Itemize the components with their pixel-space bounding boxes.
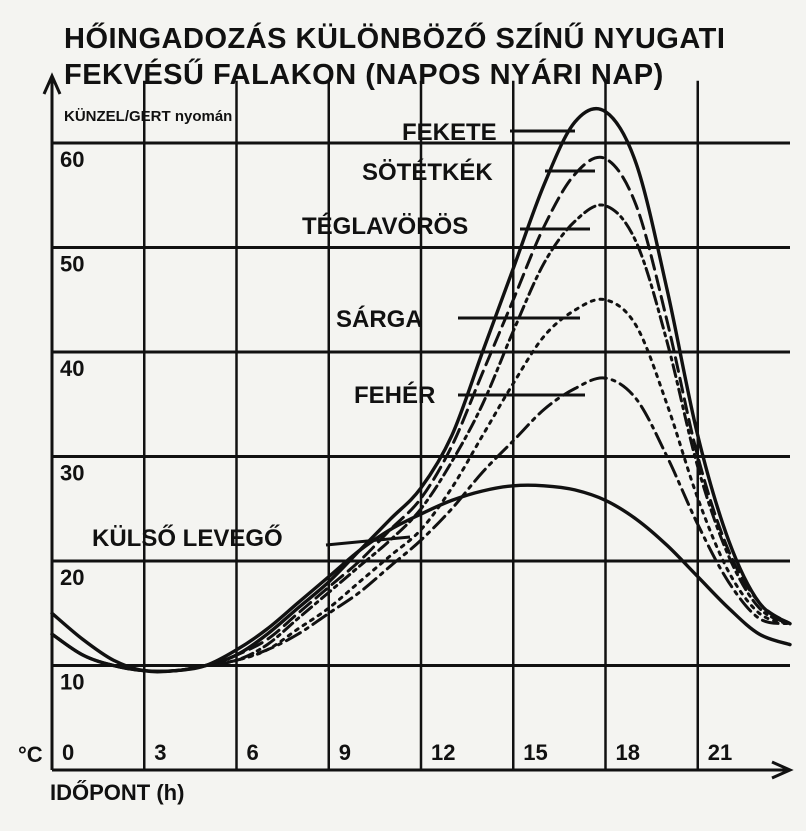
chart-title-line-2: FEKVÉSŰ FALAKON (NAPOS NYÁRI NAP): [64, 57, 664, 91]
axes: [42, 72, 794, 780]
x-tick-15: 15: [523, 740, 547, 765]
series-label-kulso-levego: KÜLSŐ LEVEGŐ: [92, 524, 283, 552]
y-tick-30: 30: [60, 461, 84, 486]
y-tick-60: 60: [60, 147, 84, 172]
chart-text: HŐINGADOZÁS KÜLÖNBÖZŐ SZÍNŰ NYUGATI FEKV…: [18, 21, 725, 805]
y-tick-50: 50: [60, 252, 84, 277]
x-tick-12: 12: [431, 740, 455, 765]
series-label-sarga: SÁRGA: [336, 305, 423, 333]
leader-line-kulso-levego: [325, 535, 411, 547]
x-tick-3: 3: [154, 740, 166, 765]
x-tick-9: 9: [339, 740, 351, 765]
chart-title-line-1: HŐINGADOZÁS KÜLÖNBÖZŐ SZÍNŰ NYUGATI: [64, 21, 725, 55]
series-label-teglavoros: TÉGLAVÖRÖS: [302, 212, 468, 240]
series-line-kulso-levego: [50, 483, 792, 674]
y-axis-arrow: [42, 72, 62, 95]
series-line-sarga: [50, 297, 792, 673]
source-note: KÜNZEL/GERT nyomán: [64, 108, 232, 125]
x-tick-0: 0: [62, 740, 74, 765]
x-tick-21: 21: [708, 740, 732, 765]
x-axis-arrow: [771, 760, 794, 780]
grid: [52, 80, 790, 770]
series-label-sotetkek: SÖTÉTKÉK: [362, 158, 493, 186]
y-axis-label: °C: [18, 742, 43, 767]
series-labels: FEKETE SÖTÉTKÉK TÉGLAVÖRÖS SÁRGA FEHÉR KÜLSŐ …: [92, 119, 595, 552]
y-tick-10: 10: [60, 670, 84, 695]
y-tick-20: 20: [60, 565, 84, 590]
series-label-feher: FEHÉR: [354, 381, 435, 409]
tick-labels: 0 3 6 9 12 15 18 21 10 20 30 40 50 60: [60, 147, 732, 765]
x-axis-label: IDŐPONT (h): [50, 780, 184, 805]
series-lines: [50, 106, 792, 674]
x-tick-6: 6: [247, 740, 259, 765]
x-tick-18: 18: [616, 740, 640, 765]
y-tick-40: 40: [60, 356, 84, 381]
series-label-fekete: FEKETE: [402, 119, 497, 146]
